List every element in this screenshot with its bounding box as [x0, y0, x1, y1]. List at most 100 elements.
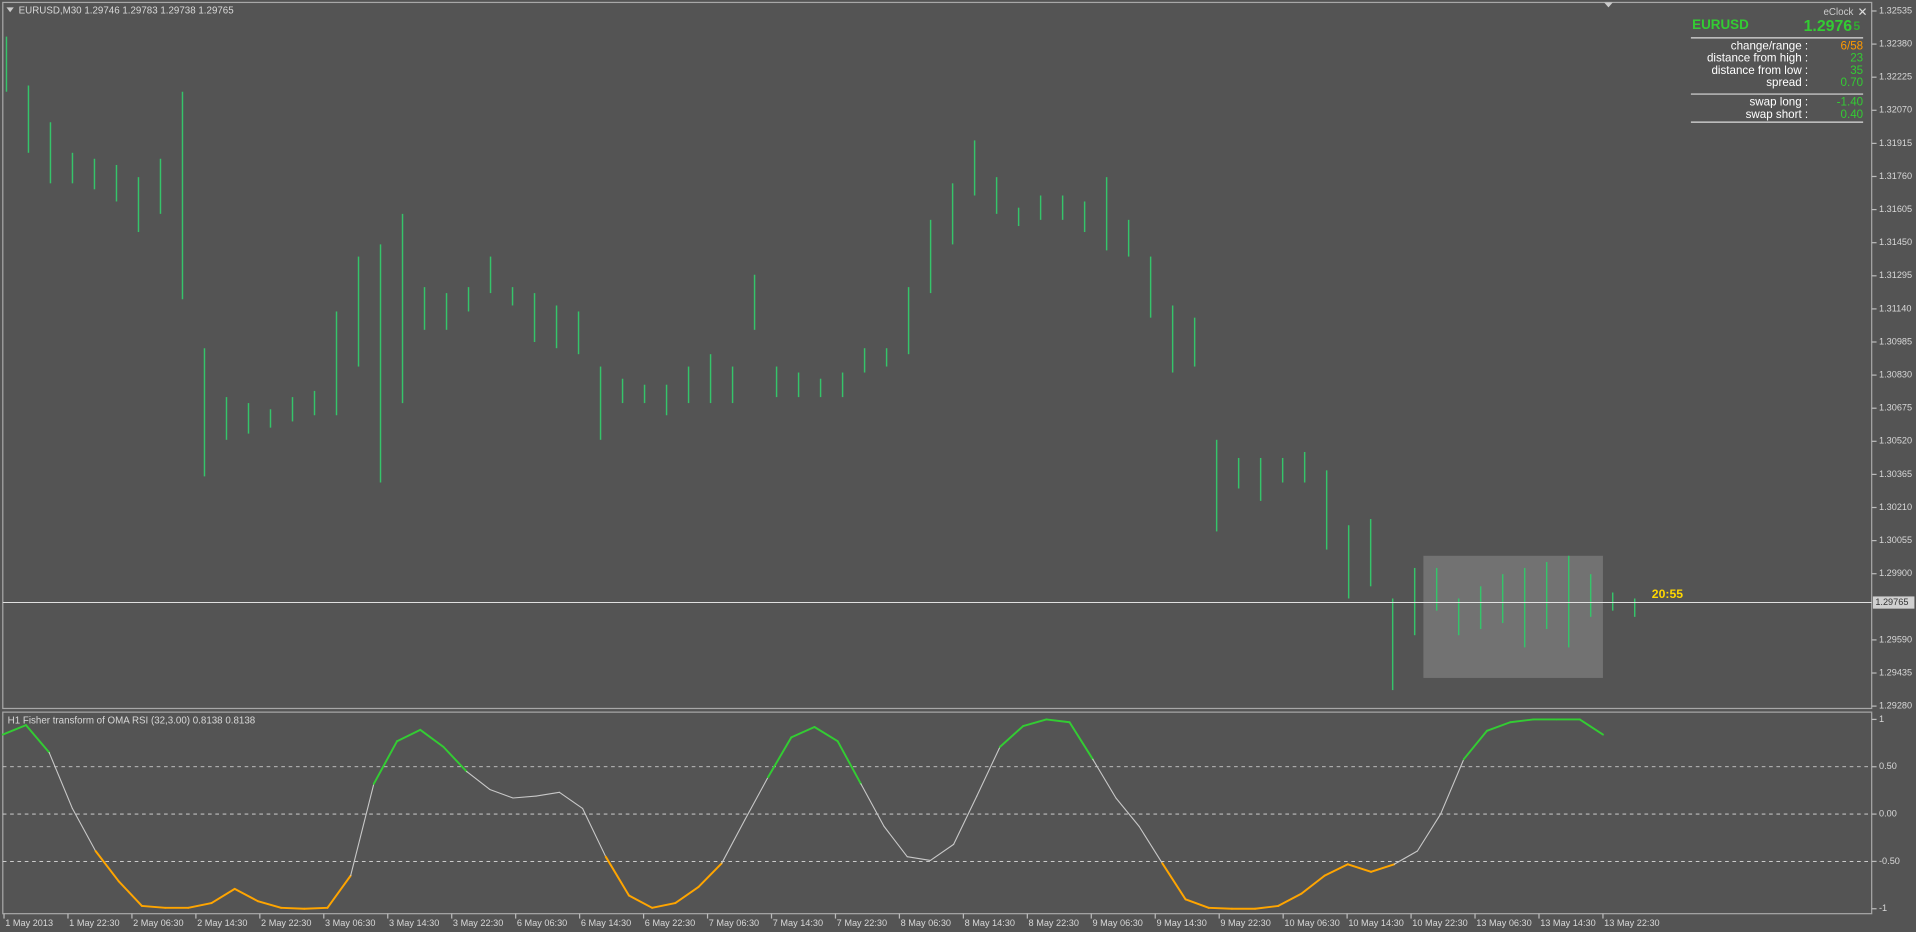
symbol: EURUSD — [1692, 17, 1749, 32]
indicator-segment — [535, 791, 560, 797]
x-tick-label: 2 May 22:30 — [261, 918, 311, 928]
y-tick-label: 1.30365 — [1879, 469, 1912, 479]
indicator-segment — [674, 886, 700, 905]
indicator-segment — [71, 807, 97, 852]
indicator-segment — [1184, 898, 1210, 909]
indicator-segment — [1, 724, 27, 736]
y-tick-label: 1.31450 — [1879, 237, 1912, 247]
indicator-segment — [906, 856, 931, 862]
indicator-segment — [372, 740, 399, 785]
indicator-segment — [1022, 718, 1048, 728]
y-tick-label: 1.29435 — [1879, 667, 1912, 677]
price-major: 1.2976 — [1804, 18, 1853, 35]
x-tick-label: 10 May 22:30 — [1412, 918, 1467, 928]
info-value: 6/58 — [1841, 39, 1864, 52]
indicator-segment — [94, 850, 120, 883]
indicator-segment — [999, 725, 1025, 748]
indicator-segment — [790, 726, 816, 739]
menu-arrow[interactable] — [6, 7, 14, 13]
x-tick-label: 6 May 14:30 — [581, 918, 631, 928]
indicator-segment — [860, 783, 885, 827]
close-icon[interactable] — [1859, 8, 1867, 16]
x-tick-label: 10 May 06:30 — [1284, 918, 1339, 928]
indicator-segment — [442, 745, 468, 773]
indicator-segment — [326, 874, 352, 909]
indicator-segment — [1346, 863, 1373, 873]
x-tick-label: 2 May 14:30 — [197, 918, 247, 928]
indicator-segment — [1323, 863, 1349, 877]
info-value: 0.70 — [1841, 76, 1864, 89]
indicator-segment — [396, 728, 422, 743]
indicator-segment — [350, 783, 375, 877]
indicator-segment — [721, 819, 746, 864]
x-tick-label: 13 May 22:30 — [1604, 918, 1659, 928]
y-tick-label: 1.29590 — [1879, 634, 1912, 644]
price-minor: 5 — [1853, 19, 1860, 33]
info-value: 0.40 — [1841, 108, 1864, 121]
x-tick-label: 1 May 22:30 — [69, 918, 119, 928]
indicator-segment — [280, 906, 306, 910]
indicator-segment — [48, 752, 73, 809]
indicator-segment — [883, 825, 908, 858]
info-panel: eClock EURUSD 1.2976 5 — [1690, 7, 1867, 123]
y-tick-label: 1.30055 — [1879, 535, 1912, 545]
indicator-segment — [1578, 718, 1604, 736]
x-tick-label: 7 May 22:30 — [837, 918, 887, 928]
bid-label-box — [1872, 596, 1915, 609]
indicator-segment — [419, 728, 445, 748]
y-tick-label: 1.30210 — [1879, 502, 1912, 512]
y-tick-label: 0.50 — [1879, 761, 1897, 771]
y-tick-label: 1.29280 — [1879, 701, 1912, 711]
y-tick-label: 1.30830 — [1879, 370, 1912, 380]
x-tick-label: 7 May 06:30 — [709, 918, 759, 928]
y-tick-label: 1.31140 — [1879, 303, 1911, 313]
indicator-segment — [627, 894, 654, 909]
countdown: 20:55 — [1652, 587, 1683, 601]
x-tick-label: 6 May 22:30 — [645, 918, 695, 928]
indicator-segment — [512, 795, 537, 799]
indicator-segment — [210, 887, 236, 905]
y-tick-label: 1.31295 — [1879, 270, 1912, 280]
indicator-title: H1 Fisher transform of OMA RSI (32,3.00)… — [8, 715, 256, 726]
indicator-segment — [651, 902, 677, 909]
indicator-segment — [117, 880, 143, 907]
info-label: distance from low : — [1712, 64, 1809, 77]
indicator-segment — [767, 736, 793, 779]
indicator-segment — [976, 746, 1001, 797]
indicator-segment — [836, 740, 862, 785]
indicator-segment — [1138, 825, 1163, 864]
indicator-segment — [697, 862, 723, 888]
indicator-segment — [813, 726, 839, 743]
x-tick-label: 10 May 14:30 — [1348, 918, 1403, 928]
y-tick-label: 1.30675 — [1879, 403, 1912, 413]
indicator-segment — [140, 904, 167, 909]
indicator-segment — [1068, 721, 1094, 761]
x-tick-label: 9 May 22:30 — [1220, 918, 1270, 928]
x-tick-label: 6 May 06:30 — [517, 918, 567, 928]
indicator-panel — [2, 711, 1873, 915]
y-tick-label: -1 — [1879, 903, 1887, 913]
x-tick-label: 9 May 06:30 — [1093, 918, 1143, 928]
x-tick-label: 8 May 22:30 — [1029, 918, 1079, 928]
indicator-segment — [489, 788, 514, 799]
y-tick-label: 1.31915 — [1879, 138, 1912, 148]
x-tick-label: 8 May 14:30 — [965, 918, 1015, 928]
indicator-segment — [929, 843, 955, 862]
indicator-segment — [604, 855, 630, 897]
indicator-segment — [1092, 758, 1117, 799]
y-tick-label: 0.00 — [1879, 809, 1897, 819]
indicator-segment — [1300, 874, 1326, 895]
y-tick-label: 1.31605 — [1879, 204, 1912, 214]
indicator-segment — [1393, 850, 1418, 865]
indicator-segment — [1440, 758, 1465, 815]
x-tick-label: 7 May 14:30 — [773, 918, 823, 928]
session-box — [1423, 555, 1603, 678]
chart-title: EURUSD,M30 1.29746 1.29783 1.29738 1.297… — [19, 6, 235, 17]
indicator-segment — [187, 902, 213, 909]
x-tick-label: 3 May 22:30 — [453, 918, 503, 928]
brand: eClock — [1823, 7, 1853, 18]
indicator-segment — [256, 900, 283, 909]
